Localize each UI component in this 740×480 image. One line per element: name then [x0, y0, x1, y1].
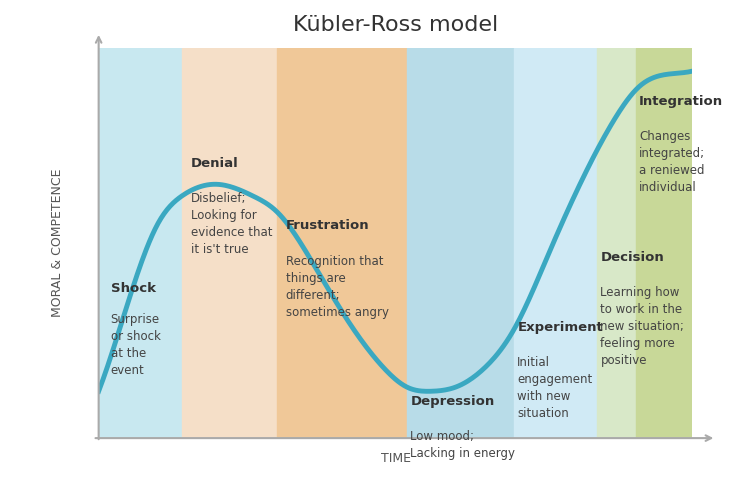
Text: Recognition that
things are
different;
sometimes angry: Recognition that things are different; s…	[286, 254, 388, 319]
Text: Depression: Depression	[411, 395, 494, 408]
Text: Experiment: Experiment	[517, 321, 603, 334]
Text: Learning how
to work in the
new situation;
feeling more
positive: Learning how to work in the new situatio…	[600, 286, 684, 367]
Text: Integration: Integration	[639, 95, 723, 108]
Bar	[98, 48, 182, 438]
Bar	[514, 48, 597, 438]
Bar	[408, 48, 514, 438]
Text: Shock: Shock	[110, 282, 155, 295]
Bar	[636, 48, 693, 438]
Text: Changes
integrated;
a reniewed
individual: Changes integrated; a reniewed individua…	[639, 130, 705, 193]
Text: Denial: Denial	[191, 157, 238, 170]
Text: Initial
engagement
with new
situation: Initial engagement with new situation	[517, 356, 593, 420]
Text: MORAL & COMPETENCE: MORAL & COMPETENCE	[50, 168, 64, 317]
Text: Decision: Decision	[600, 251, 665, 264]
X-axis label: TIME: TIME	[380, 452, 411, 465]
Bar	[182, 48, 277, 438]
Text: Disbelief;
Looking for
evidence that
it is't true: Disbelief; Looking for evidence that it …	[191, 192, 272, 256]
Text: Low mood;
Lacking in energy: Low mood; Lacking in energy	[411, 430, 516, 460]
Title: Kübler-Ross model: Kübler-Ross model	[293, 15, 498, 35]
Bar	[597, 48, 636, 438]
Bar	[277, 48, 408, 438]
Text: Surprise
or shock
at the
event: Surprise or shock at the event	[110, 313, 161, 377]
Text: Frustration: Frustration	[286, 219, 369, 232]
